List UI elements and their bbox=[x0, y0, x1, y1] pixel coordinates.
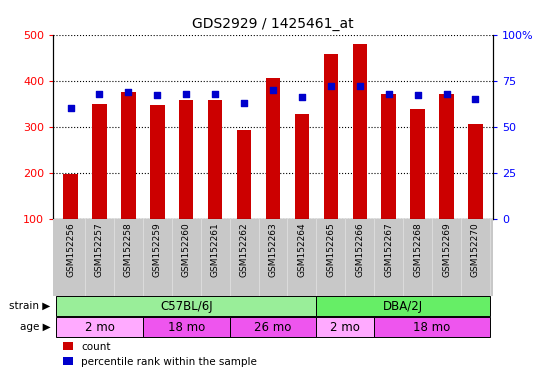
Bar bbox=[468, 124, 483, 219]
Point bbox=[211, 91, 220, 97]
Bar bbox=[374, 317, 490, 338]
Bar bbox=[410, 109, 425, 219]
Text: 26 mo: 26 mo bbox=[254, 321, 292, 334]
Text: GSM152264: GSM152264 bbox=[297, 223, 306, 277]
Bar bbox=[266, 78, 280, 219]
Point bbox=[153, 92, 162, 98]
Bar bbox=[381, 94, 396, 219]
Text: GSM152256: GSM152256 bbox=[66, 223, 75, 278]
Bar bbox=[150, 104, 165, 219]
Point bbox=[326, 83, 335, 89]
Text: age ▶: age ▶ bbox=[20, 322, 50, 333]
Text: GSM152270: GSM152270 bbox=[471, 223, 480, 278]
Bar bbox=[92, 104, 107, 219]
Point bbox=[95, 91, 104, 97]
Point bbox=[182, 91, 191, 97]
Text: GSM152267: GSM152267 bbox=[384, 223, 393, 278]
Text: GSM152259: GSM152259 bbox=[153, 223, 162, 278]
Point bbox=[442, 91, 451, 97]
Text: C57BL/6J: C57BL/6J bbox=[160, 300, 213, 313]
Bar bbox=[208, 100, 222, 219]
Text: strain ▶: strain ▶ bbox=[9, 301, 50, 311]
Point bbox=[384, 91, 393, 97]
Text: 2 mo: 2 mo bbox=[330, 321, 360, 334]
Legend: count, percentile rank within the sample: count, percentile rank within the sample bbox=[58, 338, 262, 371]
Text: GSM152258: GSM152258 bbox=[124, 223, 133, 278]
Text: 18 mo: 18 mo bbox=[167, 321, 205, 334]
Text: DBA/2J: DBA/2J bbox=[383, 300, 423, 313]
Bar bbox=[316, 317, 374, 338]
Text: GSM152263: GSM152263 bbox=[268, 223, 278, 278]
Bar bbox=[295, 114, 309, 219]
Bar bbox=[230, 317, 316, 338]
Text: GSM152257: GSM152257 bbox=[95, 223, 104, 278]
Bar bbox=[179, 100, 193, 219]
Point bbox=[66, 105, 75, 111]
Point bbox=[240, 100, 249, 106]
Text: GSM152269: GSM152269 bbox=[442, 223, 451, 278]
Bar bbox=[439, 94, 454, 219]
Bar bbox=[324, 54, 338, 219]
Text: GSM152266: GSM152266 bbox=[355, 223, 364, 278]
Bar bbox=[56, 317, 143, 338]
Bar bbox=[143, 317, 230, 338]
Point bbox=[124, 89, 133, 95]
Point bbox=[413, 92, 422, 98]
Point bbox=[269, 87, 278, 93]
Text: 18 mo: 18 mo bbox=[413, 321, 451, 334]
Text: GSM152260: GSM152260 bbox=[182, 223, 191, 278]
Point bbox=[471, 96, 480, 102]
Text: GDS2929 / 1425461_at: GDS2929 / 1425461_at bbox=[192, 17, 354, 31]
Bar bbox=[237, 130, 251, 219]
Bar bbox=[121, 92, 136, 219]
Point bbox=[355, 83, 364, 89]
Text: GSM152268: GSM152268 bbox=[413, 223, 422, 278]
Text: 2 mo: 2 mo bbox=[85, 321, 114, 334]
Text: GSM152262: GSM152262 bbox=[240, 223, 249, 277]
Text: GSM152261: GSM152261 bbox=[211, 223, 220, 278]
Text: GSM152265: GSM152265 bbox=[326, 223, 335, 278]
Bar bbox=[56, 296, 316, 316]
Point bbox=[297, 94, 306, 100]
Bar bbox=[353, 44, 367, 219]
Bar bbox=[63, 174, 78, 219]
Bar bbox=[316, 296, 490, 316]
